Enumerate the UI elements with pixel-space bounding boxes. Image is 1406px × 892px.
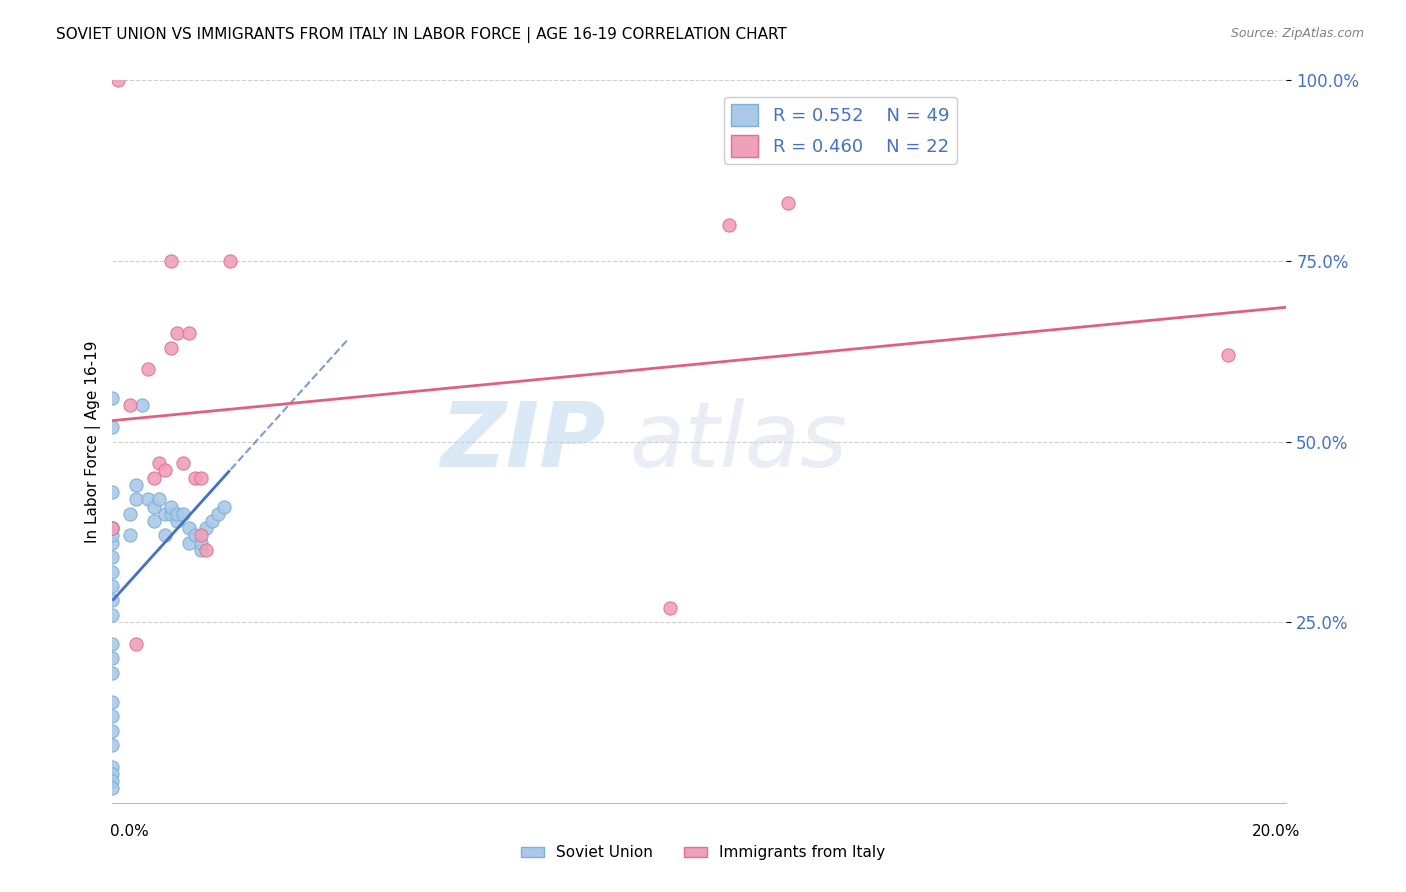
- Point: [101, 565, 124, 579]
- Point: [101, 665, 124, 680]
- Point: [776, 196, 799, 211]
- Point: [101, 521, 124, 535]
- Point: [142, 500, 165, 514]
- Point: [101, 760, 124, 774]
- Point: [155, 463, 177, 477]
- Point: [166, 507, 188, 521]
- Point: [172, 456, 194, 470]
- Point: [177, 326, 200, 341]
- Point: [101, 521, 124, 535]
- Point: [101, 651, 124, 665]
- Point: [195, 542, 218, 557]
- Point: [101, 521, 124, 535]
- Point: [177, 521, 200, 535]
- Point: [131, 398, 153, 412]
- Point: [101, 550, 124, 565]
- Point: [101, 767, 124, 781]
- Point: [172, 507, 194, 521]
- Point: [183, 471, 205, 485]
- Point: [717, 218, 740, 232]
- Point: [212, 500, 235, 514]
- Point: [136, 492, 159, 507]
- Point: [190, 471, 212, 485]
- Point: [155, 528, 177, 542]
- Point: [101, 695, 124, 709]
- Point: [101, 637, 124, 651]
- Point: [195, 521, 218, 535]
- Point: [201, 514, 224, 528]
- Point: [190, 542, 212, 557]
- Legend: R = 0.552    N = 49, R = 0.460    N = 22: R = 0.552 N = 49, R = 0.460 N = 22: [724, 96, 956, 164]
- Point: [101, 579, 124, 593]
- Point: [160, 253, 183, 268]
- Point: [101, 391, 124, 405]
- Point: [142, 514, 165, 528]
- Point: [101, 535, 124, 549]
- Point: [120, 528, 142, 542]
- Point: [107, 73, 129, 87]
- Point: [101, 420, 124, 434]
- Point: [155, 507, 177, 521]
- Point: [177, 535, 200, 549]
- Point: [190, 535, 212, 549]
- Point: [1216, 348, 1239, 362]
- Point: [219, 253, 242, 268]
- Text: atlas: atlas: [628, 398, 846, 485]
- Point: [136, 362, 159, 376]
- Point: [101, 607, 124, 622]
- Point: [120, 398, 142, 412]
- Point: [659, 600, 682, 615]
- Point: [160, 500, 183, 514]
- Point: [148, 492, 170, 507]
- Point: [125, 637, 148, 651]
- Point: [120, 507, 142, 521]
- Point: [148, 456, 170, 470]
- Text: 20.0%: 20.0%: [1253, 824, 1301, 838]
- Text: ZIP: ZIP: [440, 398, 606, 485]
- Point: [101, 723, 124, 738]
- Point: [101, 593, 124, 607]
- Text: SOVIET UNION VS IMMIGRANTS FROM ITALY IN LABOR FORCE | AGE 16-19 CORRELATION CHA: SOVIET UNION VS IMMIGRANTS FROM ITALY IN…: [56, 27, 787, 43]
- Point: [101, 521, 124, 535]
- Point: [166, 326, 188, 341]
- Point: [207, 507, 229, 521]
- Point: [190, 528, 212, 542]
- Point: [101, 528, 124, 542]
- Point: [183, 528, 205, 542]
- Text: Source: ZipAtlas.com: Source: ZipAtlas.com: [1230, 27, 1364, 40]
- Y-axis label: In Labor Force | Age 16-19: In Labor Force | Age 16-19: [86, 340, 101, 543]
- Text: 0.0%: 0.0%: [110, 824, 149, 838]
- Point: [101, 738, 124, 752]
- Legend: Soviet Union, Immigrants from Italy: Soviet Union, Immigrants from Italy: [515, 839, 891, 866]
- Point: [101, 709, 124, 723]
- Point: [125, 478, 148, 492]
- Point: [160, 507, 183, 521]
- Point: [101, 781, 124, 796]
- Point: [125, 492, 148, 507]
- Point: [101, 485, 124, 500]
- Point: [160, 341, 183, 355]
- Point: [166, 514, 188, 528]
- Point: [101, 774, 124, 789]
- Point: [142, 471, 165, 485]
